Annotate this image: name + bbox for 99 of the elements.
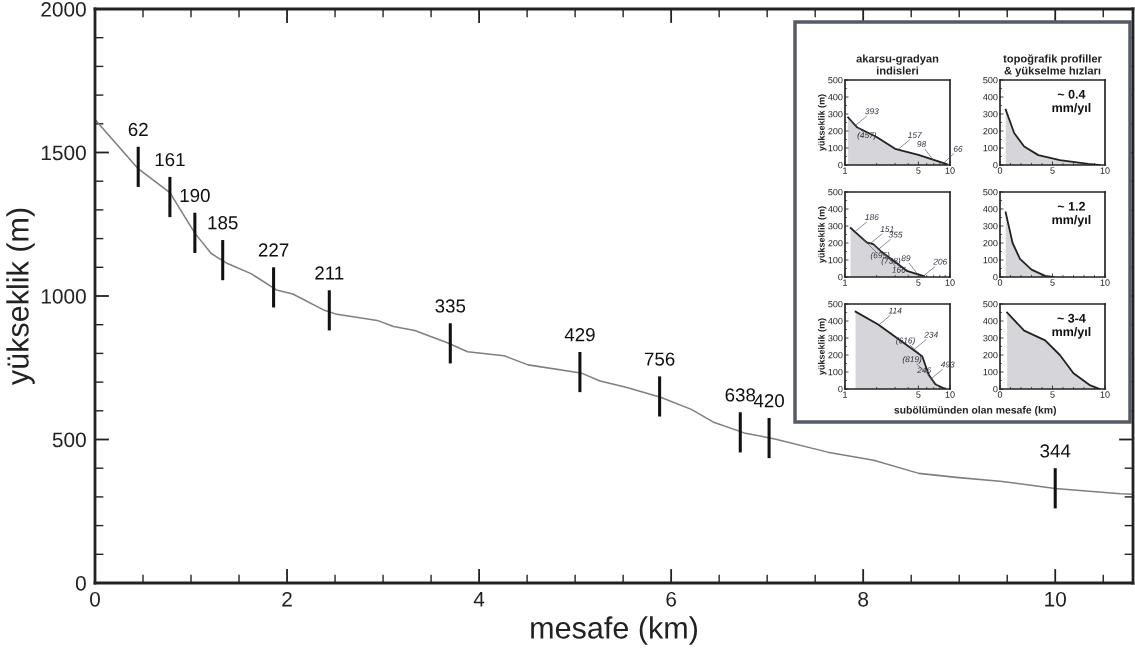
y-tick-label: 400 xyxy=(828,205,843,213)
annotation: 355 xyxy=(888,231,903,238)
y-tick-label: 200 xyxy=(828,351,843,359)
y-tick-label: 0 xyxy=(75,576,86,591)
y-tick-label: 500 xyxy=(52,432,86,448)
y-tick-label: 500 xyxy=(983,188,998,196)
x-tick-label: 8 xyxy=(858,591,869,607)
y-axis-title: yükseklik (m) xyxy=(818,318,827,376)
y-tick-label: 400 xyxy=(983,93,998,101)
y-axis-title: yükseklik (m) xyxy=(6,208,35,386)
y-axis-title: yükseklik (m) xyxy=(818,206,827,264)
chart-title: akarsu-gradyan indisleri xyxy=(856,54,939,75)
annotation: 393 xyxy=(865,108,879,115)
y-tick-label: 400 xyxy=(983,317,998,325)
y-tick-label: 1000 xyxy=(41,289,86,304)
y-tick-label: 0 xyxy=(993,161,998,169)
y-tick-label: 1500 xyxy=(41,145,86,161)
annotation: (819) xyxy=(902,356,922,364)
y-tick-label: 0 xyxy=(838,161,843,169)
y-tick-label: 0 xyxy=(838,273,843,281)
y-axis-title: yükseklik (m) xyxy=(818,94,827,152)
y-tick-label: 100 xyxy=(828,144,843,152)
y-tick-label: 100 xyxy=(983,144,998,152)
annotation: ~ 3-4 mm/yıl xyxy=(1052,313,1091,339)
x-tick-label: 5 xyxy=(916,279,921,286)
y-tick-label: 500 xyxy=(828,76,843,84)
x-tick-label: 2 xyxy=(282,591,292,607)
annotation: 161 xyxy=(155,152,185,167)
annotation: 151 xyxy=(880,226,894,232)
y-tick-label: 300 xyxy=(828,334,843,342)
y-tick-label: 500 xyxy=(983,76,998,84)
annotation: 186 xyxy=(865,214,879,221)
x-tick-label: 4 xyxy=(473,592,485,607)
chart-title: topoğrafik profiller & yükselme hızları xyxy=(1003,54,1102,77)
y-tick-label: 400 xyxy=(983,205,998,213)
y-tick-label: 500 xyxy=(983,300,998,308)
x-tick-label: 10 xyxy=(945,391,955,398)
annotation: 166 xyxy=(892,266,906,273)
annotation: 185 xyxy=(208,216,238,230)
annotation: 206 xyxy=(933,258,948,265)
y-tick-label: 0 xyxy=(838,385,843,393)
annotation: 62 xyxy=(128,122,148,137)
annotation: 638 xyxy=(725,388,756,402)
x-tick-label: 1 xyxy=(843,167,848,174)
annotation: 89 xyxy=(901,255,911,262)
y-tick-label: 500 xyxy=(828,300,843,308)
annotation: 98 xyxy=(917,141,927,147)
annotation: 190 xyxy=(180,188,210,203)
x-tick-label: 5 xyxy=(916,167,921,174)
y-tick-label: 0 xyxy=(993,385,998,393)
annotation: 756 xyxy=(644,352,675,366)
annotation: 344 xyxy=(1040,444,1071,458)
y-tick-label: 100 xyxy=(983,368,998,376)
annotation: 227 xyxy=(258,243,289,257)
x-tick-label: 5 xyxy=(916,391,921,398)
x-tick-label: 10 xyxy=(1045,591,1066,607)
annotation: (457) xyxy=(857,131,877,140)
x-axis-title: mesafe (km) xyxy=(531,616,697,645)
annotation: 211 xyxy=(315,266,344,280)
annotation: 66 xyxy=(953,145,963,152)
y-tick-label: 300 xyxy=(983,110,998,118)
y-tick-label: 200 xyxy=(983,239,998,247)
annotation: 335 xyxy=(435,299,466,313)
y-tick-label: 300 xyxy=(983,334,998,342)
annotation: 234 xyxy=(924,331,938,338)
x-tick-label: 5 xyxy=(1050,391,1055,398)
x-tick-label: 10 xyxy=(1100,279,1110,286)
y-tick-label: 100 xyxy=(828,256,843,264)
y-tick-label: 300 xyxy=(983,222,998,230)
annotation: 420 xyxy=(753,394,784,408)
y-tick-label: 2000 xyxy=(41,2,86,17)
x-tick-label: 5 xyxy=(1050,167,1055,174)
y-tick-label: 200 xyxy=(983,351,998,359)
y-tick-label: 300 xyxy=(828,110,843,118)
y-tick-label: 400 xyxy=(828,93,843,101)
x-tick-label: 10 xyxy=(945,279,955,286)
x-axis-title: subölümünden olan mesafe (km) xyxy=(894,406,1057,416)
annotation: ~ 0.4 mm/yıl xyxy=(1052,89,1091,115)
y-tick-label: 200 xyxy=(983,127,998,135)
y-tick-label: 100 xyxy=(828,368,843,376)
x-tick-label: 1 xyxy=(843,279,848,286)
y-tick-label: 400 xyxy=(828,317,843,325)
annotation: 429 xyxy=(564,328,595,342)
y-tick-label: 100 xyxy=(983,256,998,264)
y-tick-label: 200 xyxy=(828,239,843,247)
y-tick-label: 500 xyxy=(828,188,843,196)
x-tick-label: 1 xyxy=(843,391,848,398)
x-tick-label: 10 xyxy=(1100,167,1110,174)
x-tick-label: 10 xyxy=(1100,391,1110,398)
x-tick-label: 0 xyxy=(90,591,100,607)
x-tick-label: 10 xyxy=(945,167,955,174)
y-tick-label: 300 xyxy=(828,222,843,230)
y-tick-label: 200 xyxy=(828,127,843,135)
x-tick-label: 6 xyxy=(666,591,677,607)
y-tick-label: 0 xyxy=(993,273,998,281)
annotation: ~ 1.2 mm/yıl xyxy=(1052,201,1091,227)
x-tick-label: 5 xyxy=(1050,279,1055,286)
annotation: 157 xyxy=(907,132,922,138)
annotation: 114 xyxy=(888,307,902,314)
